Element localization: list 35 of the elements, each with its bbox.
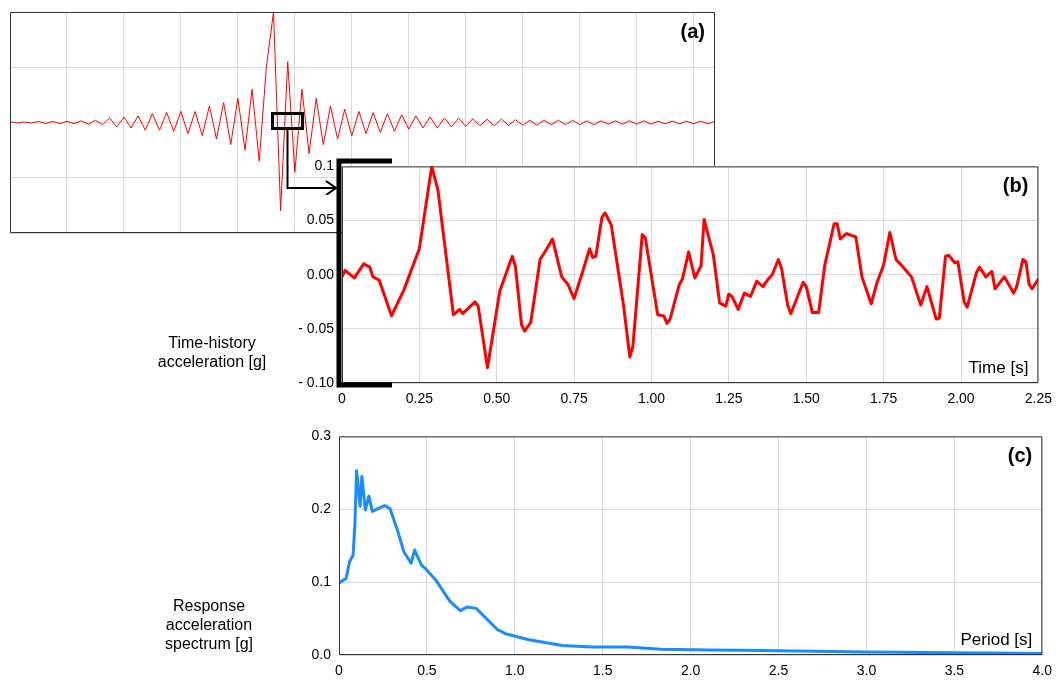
x-tick-label: 0.5 bbox=[417, 662, 437, 679]
y-axis-title: Response acceleration spectrum [g] bbox=[164, 596, 254, 652]
x-tick-label: 0.50 bbox=[483, 390, 511, 407]
y-tick-label: 0.3 bbox=[311, 427, 332, 444]
y-tick-label: 0.0 bbox=[311, 645, 332, 662]
x-tick-label: 0 bbox=[335, 662, 344, 679]
x-tick-label: 3.0 bbox=[856, 662, 877, 679]
y-tick-label: 0.1 bbox=[314, 157, 335, 174]
x-tick-label: 2.25 bbox=[1024, 390, 1053, 407]
y-tick-label: 0.05 bbox=[306, 211, 335, 228]
annotation: (b) bbox=[1002, 173, 1029, 196]
x-tick-label: 4.0 bbox=[1032, 662, 1053, 679]
x-tick-label: 1.5 bbox=[592, 662, 613, 679]
y-tick-label: 0.1 bbox=[311, 572, 332, 589]
annotation: (c) bbox=[1007, 443, 1033, 466]
x-tick-label: 1.0 bbox=[505, 662, 525, 679]
x-tick-label: 0.75 bbox=[560, 390, 588, 407]
x-tick-label: 2.5 bbox=[768, 662, 789, 679]
x-tick-label: 0 bbox=[338, 390, 347, 407]
x-tick-label: 1.50 bbox=[792, 390, 821, 407]
x-tick-label: 3.5 bbox=[944, 662, 965, 679]
x-tick-label: 1.00 bbox=[637, 390, 666, 407]
x-tick-label: 0.25 bbox=[405, 390, 434, 407]
x-tick-label: 2.00 bbox=[947, 390, 975, 407]
x-axis-title: Time [s] bbox=[968, 358, 1029, 378]
y-tick-label: - 0.10 bbox=[298, 373, 335, 390]
y-tick-label: 0.00 bbox=[306, 265, 335, 282]
y-tick-label: - 0.05 bbox=[298, 319, 335, 336]
x-tick-label: 2.0 bbox=[680, 662, 701, 679]
x-axis-title: Period [s] bbox=[960, 630, 1033, 650]
annotation: (a) bbox=[680, 19, 705, 42]
y-axis-title: Time-history acceleration [g] bbox=[157, 334, 267, 371]
y-tick-label: 0.2 bbox=[311, 500, 332, 517]
x-tick-label: 1.25 bbox=[715, 390, 743, 407]
x-tick-label: 1.75 bbox=[870, 390, 898, 407]
